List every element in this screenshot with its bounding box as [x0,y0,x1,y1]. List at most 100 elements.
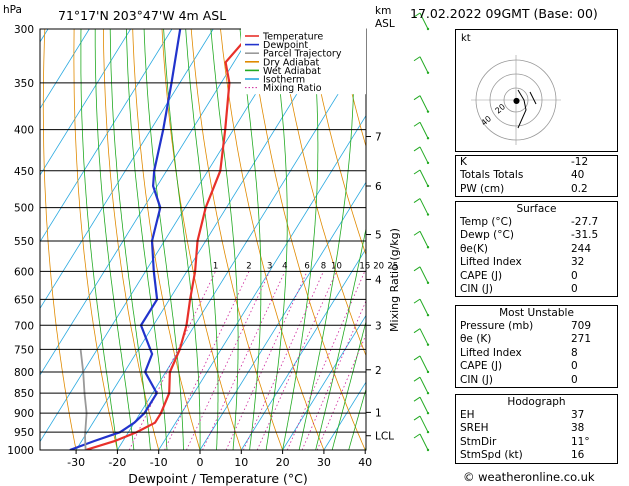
wet-adiabat-line [143,29,184,450]
surface-value: -27.7 [571,216,599,228]
hodograph-stat-row: EH 37 [456,409,617,422]
height-km-label: LCL [375,431,394,443]
location-title: 71°17'N 203°47'W 4m ASL [58,8,226,23]
surface-panel: Surface Temp (°C) -27.7 Dewp (°C) -31.5 θe(K… [455,201,618,298]
wind-barb-shaft [419,328,429,345]
series-dewpoint [69,29,182,450]
surface-value: -31.5 [571,229,599,242]
most-unstable-row: θe (K) 271 [456,333,617,346]
dry-adiabat-line [308,29,366,257]
x-tick-label: 40 [358,456,372,469]
wind-barb-base [426,246,430,249]
hodograph-stat-value: 11° [571,435,590,448]
isotherm-line [0,29,7,450]
x-axis-label: Dewpoint / Temperature (°C) [128,471,307,486]
wind-barb-base [426,161,430,165]
index-row: Totals Totals 40 [456,169,617,182]
plot-frame [39,28,367,451]
mixing-ratio-line [202,271,286,450]
mixing-ratio-label: 25 [387,261,398,271]
pressure-tick-label: 900 [14,408,34,420]
wind-barb-shaft [419,396,429,414]
isotherm-line [282,314,366,450]
most-unstable-row: CAPE (J) 0 [456,360,617,373]
wind-barb-flag [413,198,421,203]
mixing-ratio-label: 2 [246,261,251,271]
most-unstable-label: CAPE (J) [460,360,503,373]
datetime-title: 17.02.2022 09GMT (Base: 00) [410,6,598,21]
wind-barb-flag [413,266,421,272]
mixing-ratio-label: 6 [304,261,309,271]
hodograph-storm-marker: ● [513,96,520,105]
surface-value: 0 [571,282,578,295]
hodograph-stat-value: 38 [571,422,585,435]
most-unstable-label: Pressure (mb) [460,320,534,332]
most-unstable-value: 0 [571,373,578,386]
legend-entry-label: Wet Adiabat [263,66,321,77]
most-unstable-label: Lifted Index [460,346,522,359]
most-unstable-row: Pressure (mb) 709 [456,320,617,333]
wind-barb-shaft [419,266,429,284]
hodograph-stat-label: EH [460,409,475,421]
pressure-unit-label: hPa [3,4,22,16]
wet-adiabat-line [109,29,151,450]
indices-panel: K -12 Totals Totals 40 PW (cm) 0.2 [455,155,618,198]
isotherm-line [158,114,366,450]
isotherm-line [40,29,255,376]
height-km-label: 2 [375,365,382,377]
wind-barb-shaft [419,12,429,30]
wind-barb-base [426,430,430,434]
wind-barb-flag [413,12,421,18]
wind-barb-flag [413,415,421,421]
wind-barb-shaft [419,298,429,316]
series-parcel-trajectory [79,349,88,450]
pressure-tick-label: 800 [14,367,34,379]
wind-barb-flag [413,169,421,175]
mixing-ratio-line [256,271,337,450]
mixing-ratio-line [243,271,324,450]
surface-row: Lifted Index 32 [456,256,617,269]
wind-barb-shaft [419,146,429,164]
most-unstable-panel: Most Unstable Pressure (mb) 709 θe (K) 271 L… [455,305,618,388]
surface-value: 0 [571,269,578,282]
wind-barb-base [426,137,430,140]
surface-row: CAPE (J) 0 [456,270,617,283]
wind-barb-shaft [419,355,429,373]
pressure-tick-label: 400 [14,125,34,137]
legend-entry-label: Parcel Trajectory [263,49,342,60]
most-unstable-value: 8 [571,346,578,359]
surface-value: 32 [571,256,585,269]
pressure-tick-label: 450 [14,166,34,178]
wind-barb-base [426,110,430,113]
surface-label: Lifted Index [460,256,522,269]
wind-barb-base [426,448,430,452]
surface-row: θe(K) 244 [456,243,617,256]
hodograph-stat-label: SREH [460,422,489,435]
surface-row: CIN (J) 0 [456,283,617,296]
hodograph-storm-motion [529,91,537,105]
surface-row: Dewp (°C) -31.5 [456,229,617,242]
wet-adiabat-line [94,29,135,450]
legend-entry-label: Dry Adiabat [263,57,320,68]
surface-label: θe(K) [460,242,488,255]
wind-barb-base [426,281,430,285]
wind-barb-base [426,184,430,188]
x-tick-label: 10 [234,456,248,469]
index-label: PW (cm) [460,182,505,195]
pressure-tick-label: 500 [14,203,34,215]
mixing-ratio-line [186,271,271,450]
mixing-ratio-label: 10 [331,261,342,271]
mixing-ratio-label: 20 [373,261,384,271]
most-unstable-row: Lifted Index 8 [456,347,617,360]
x-tick-label: 30 [317,456,331,469]
wind-barb-base [426,391,430,395]
legend-entry-label: Isotherm [263,75,305,86]
wind-barb-shaft [419,415,429,433]
hodograph-stat-label: StmDir [460,435,497,448]
pressure-tick-label: 1000 [7,445,34,457]
isotherm-line [199,181,366,450]
hodograph-stat-value: 37 [571,409,585,421]
height-km-label: 1 [375,407,382,419]
wind-barb-shaft [419,231,429,248]
